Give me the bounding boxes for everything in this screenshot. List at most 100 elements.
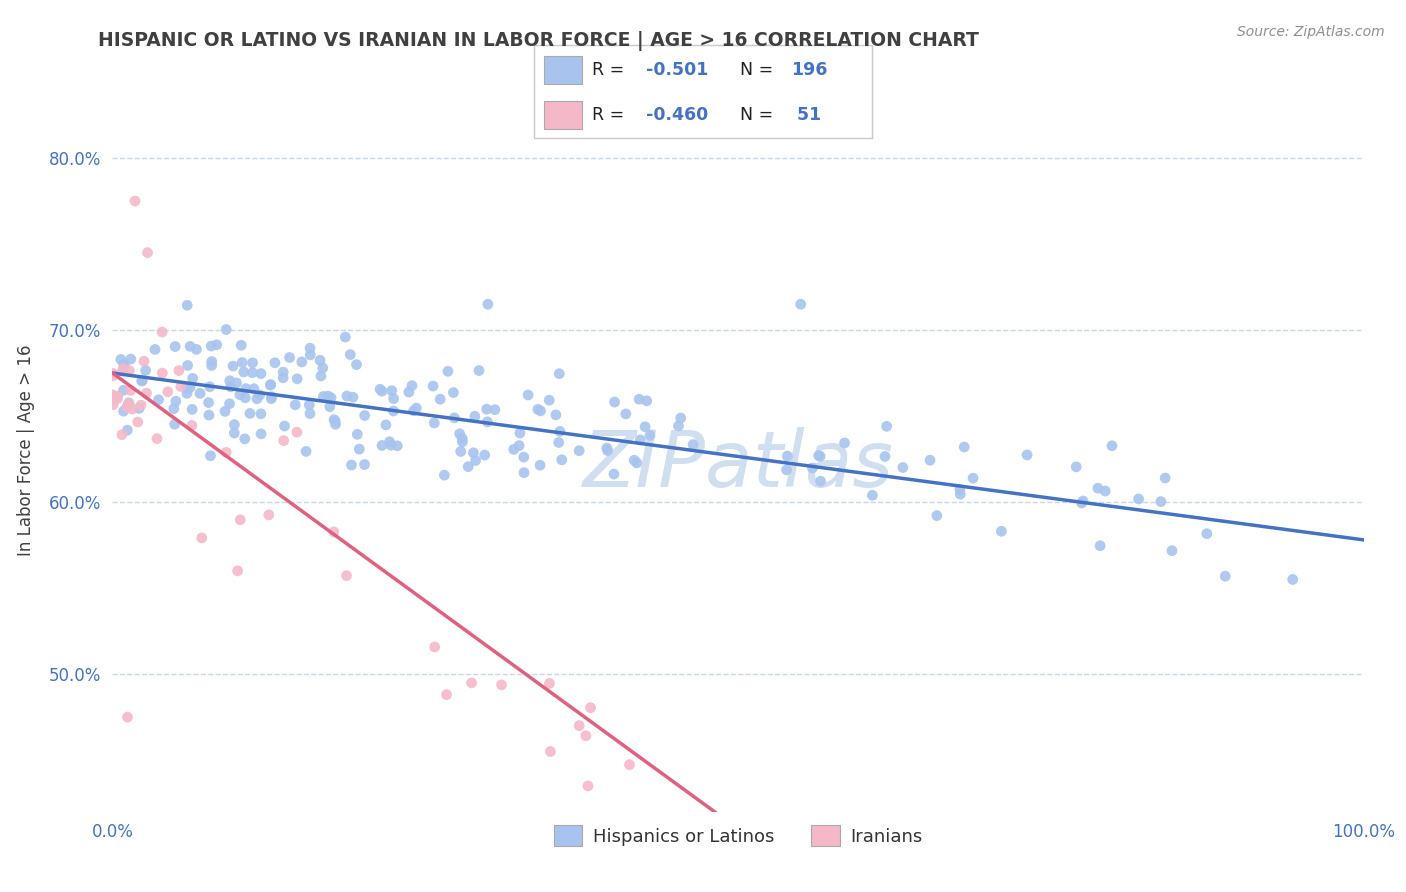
Point: [596, 443, 619, 458]
Point: [323, 413, 346, 427]
Point: [603, 467, 626, 481]
Point: [529, 404, 551, 418]
Point: [176, 381, 198, 395]
Point: [335, 568, 357, 582]
Point: [131, 374, 153, 388]
Point: [371, 438, 394, 452]
Point: [135, 363, 157, 377]
Point: [1101, 439, 1123, 453]
Point: [509, 426, 531, 441]
Point: [342, 390, 364, 404]
Point: [460, 676, 482, 690]
Point: [200, 449, 222, 463]
Point: [387, 439, 409, 453]
Point: [807, 449, 830, 463]
Point: [146, 432, 169, 446]
Point: [576, 779, 599, 793]
Point: [477, 415, 499, 429]
Point: [323, 414, 346, 428]
Point: [232, 365, 254, 379]
Point: [260, 377, 283, 392]
Point: [176, 359, 198, 373]
Point: [312, 361, 335, 376]
Point: [669, 411, 692, 425]
Point: [634, 419, 657, 434]
Point: [475, 402, 498, 417]
Point: [135, 386, 157, 401]
Point: [538, 676, 561, 690]
Text: 51: 51: [790, 106, 821, 124]
Point: [167, 363, 190, 377]
Point: [231, 355, 253, 369]
Point: [181, 402, 204, 417]
Text: N =: N =: [740, 61, 779, 78]
Point: [233, 432, 256, 446]
Point: [544, 408, 567, 422]
Point: [808, 450, 831, 464]
Point: [381, 384, 404, 398]
Point: [614, 407, 637, 421]
Point: [136, 245, 159, 260]
Point: [197, 395, 219, 409]
Point: [443, 385, 465, 400]
Point: [181, 371, 204, 385]
Point: [468, 363, 491, 377]
Point: [103, 392, 125, 406]
Point: [603, 395, 626, 409]
Point: [111, 427, 134, 442]
Point: [862, 488, 884, 502]
Point: [118, 397, 141, 411]
Point: [242, 366, 264, 380]
Point: [273, 434, 295, 448]
Point: [150, 366, 173, 380]
Point: [176, 386, 198, 401]
Point: [309, 353, 332, 368]
Point: [176, 298, 198, 312]
Point: [636, 393, 658, 408]
Point: [1064, 459, 1087, 474]
Point: [233, 391, 256, 405]
Point: [110, 352, 132, 367]
Point: [107, 389, 129, 403]
Point: [322, 524, 344, 539]
Point: [131, 374, 153, 388]
Point: [433, 468, 456, 483]
Point: [346, 358, 368, 372]
Text: -0.501: -0.501: [645, 61, 709, 78]
Point: [201, 359, 224, 373]
Point: [402, 403, 425, 417]
Point: [105, 389, 128, 403]
Point: [224, 425, 246, 440]
Point: [103, 398, 125, 412]
Y-axis label: In Labor Force | Age > 16: In Labor Force | Age > 16: [17, 344, 35, 557]
Point: [200, 339, 222, 353]
Point: [628, 433, 651, 447]
Point: [298, 407, 321, 421]
Point: [876, 419, 898, 434]
Point: [260, 390, 283, 404]
Point: [259, 378, 281, 392]
Point: [628, 392, 651, 407]
Point: [925, 508, 948, 523]
Point: [163, 401, 186, 416]
Point: [179, 380, 201, 394]
Point: [291, 355, 314, 369]
Point: [101, 391, 124, 405]
Point: [1154, 471, 1177, 485]
Point: [124, 194, 146, 208]
Point: [242, 356, 264, 370]
Point: [118, 396, 141, 410]
Point: [335, 330, 357, 344]
Point: [450, 444, 472, 458]
Point: [336, 389, 359, 403]
Point: [949, 483, 972, 497]
Point: [250, 426, 273, 441]
Point: [218, 397, 240, 411]
Point: [451, 432, 474, 446]
Point: [375, 417, 398, 432]
Point: [423, 640, 446, 654]
Point: [165, 394, 187, 409]
Point: [378, 434, 401, 449]
Point: [775, 463, 797, 477]
Point: [548, 367, 571, 381]
